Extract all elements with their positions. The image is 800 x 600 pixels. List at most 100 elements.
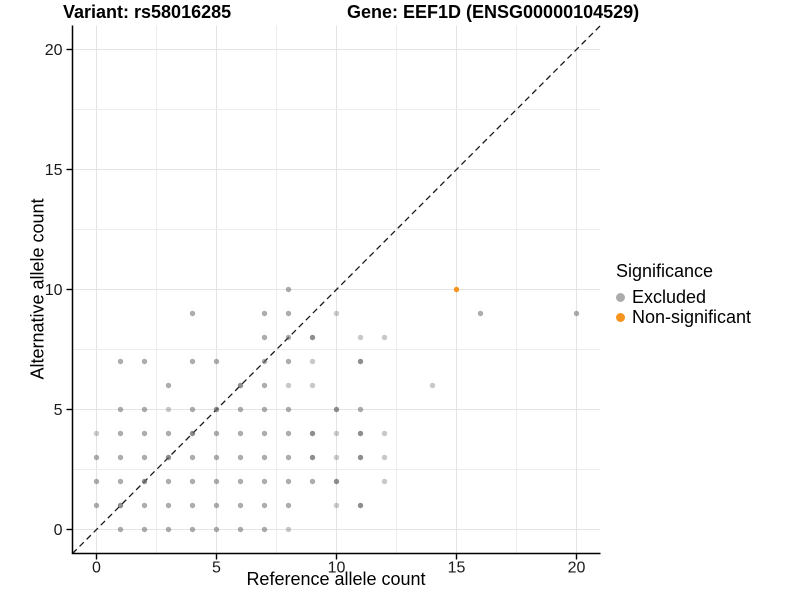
data-point-excluded — [117, 502, 124, 509]
data-point-excluded — [285, 286, 292, 293]
data-point-excluded — [93, 502, 100, 509]
data-point-excluded — [261, 310, 268, 317]
x-axis-title: Reference allele count — [246, 569, 426, 589]
data-point-excluded — [117, 430, 124, 437]
data-point-excluded — [93, 430, 100, 437]
data-point-excluded — [213, 502, 220, 509]
data-point-excluded — [189, 430, 196, 437]
data-point-excluded — [141, 526, 148, 533]
data-point-excluded — [189, 478, 196, 485]
data-point-excluded — [237, 502, 244, 509]
data-point-excluded — [117, 358, 124, 365]
legend-item-non-significant: Non-significant — [616, 307, 751, 327]
x-tick-label: 0 — [92, 560, 101, 577]
data-point-excluded — [141, 406, 148, 413]
identity-line — [72, 25, 601, 554]
data-point-excluded — [357, 502, 364, 509]
data-point-excluded — [261, 478, 268, 485]
data-point-excluded — [189, 358, 196, 365]
data-point-excluded — [261, 382, 268, 389]
data-point-excluded — [189, 310, 196, 317]
data-point-excluded — [381, 430, 388, 437]
data-point-excluded — [261, 454, 268, 461]
data-point-excluded — [189, 406, 196, 413]
data-point-excluded — [237, 382, 244, 389]
gene-title: Gene: EEF1D (ENSG00000104529) — [347, 2, 640, 22]
data-point-excluded — [357, 406, 364, 413]
data-point-non-significant — [453, 286, 460, 293]
data-point-excluded — [165, 454, 172, 461]
data-point-excluded — [189, 454, 196, 461]
data-point-excluded — [333, 310, 340, 317]
data-point-excluded — [261, 334, 268, 341]
data-point-excluded — [285, 526, 292, 533]
data-point-excluded — [285, 406, 292, 413]
data-point-excluded — [165, 406, 172, 413]
data-point-excluded — [381, 334, 388, 341]
data-point-excluded — [333, 406, 340, 413]
data-point-excluded — [477, 310, 484, 317]
data-point-excluded — [165, 478, 172, 485]
data-point-excluded — [429, 382, 436, 389]
legend: Significance Excluded Non-significant — [616, 261, 751, 327]
data-point-excluded — [333, 502, 340, 509]
data-point-excluded — [141, 358, 148, 365]
data-point-excluded — [309, 430, 316, 437]
variant-title: Variant: rs58016285 — [63, 2, 232, 22]
data-point-excluded — [189, 502, 196, 509]
data-point-excluded — [309, 478, 316, 485]
data-point-excluded — [357, 358, 364, 365]
data-point-excluded — [141, 478, 148, 485]
data-point-excluded — [117, 526, 124, 533]
data-point-excluded — [213, 478, 220, 485]
data-point-excluded — [213, 430, 220, 437]
data-point-excluded — [333, 430, 340, 437]
data-point-excluded — [357, 430, 364, 437]
data-point-excluded — [261, 358, 268, 365]
data-point-excluded — [285, 310, 292, 317]
legend-item-label: Excluded — [632, 286, 707, 307]
data-point-excluded — [573, 310, 580, 317]
y-tick-label: 5 — [54, 402, 63, 419]
data-point-excluded — [333, 454, 340, 461]
data-point-excluded — [285, 358, 292, 365]
y-axis-title: Alternative allele count — [27, 198, 48, 380]
y-tick-label: 0 — [54, 522, 63, 539]
y-tick-label: 20 — [45, 42, 63, 59]
data-point-excluded — [165, 526, 172, 533]
legend-title: Significance — [616, 261, 714, 281]
data-point-excluded — [237, 454, 244, 461]
data-point-excluded — [165, 502, 172, 509]
data-point-excluded — [141, 502, 148, 509]
data-point-excluded — [117, 454, 124, 461]
data-point-excluded — [285, 478, 292, 485]
data-point-excluded — [213, 406, 220, 413]
data-point-excluded — [237, 406, 244, 413]
data-point-excluded — [93, 454, 100, 461]
data-point-excluded — [285, 334, 292, 341]
data-point-excluded — [213, 358, 220, 365]
data-point-excluded — [285, 502, 292, 509]
data-point-excluded — [309, 334, 316, 341]
data-point-excluded — [237, 478, 244, 485]
data-point-excluded — [117, 478, 124, 485]
data-point-excluded — [309, 454, 316, 461]
data-point-excluded — [165, 382, 172, 389]
y-tick-label: 15 — [45, 162, 63, 179]
data-point-excluded — [357, 334, 364, 341]
data-point-excluded — [261, 406, 268, 413]
data-point-excluded — [213, 454, 220, 461]
legend-item-label: Non-significant — [632, 306, 752, 327]
data-point-excluded — [309, 382, 316, 389]
data-point-excluded — [357, 454, 364, 461]
x-tick-label: 15 — [448, 560, 466, 577]
y-tick-label: 10 — [45, 282, 63, 299]
data-point-excluded — [141, 454, 148, 461]
data-point-excluded — [285, 430, 292, 437]
data-point-excluded — [381, 454, 388, 461]
data-point-excluded — [93, 478, 100, 485]
x-tick-label: 20 — [568, 560, 586, 577]
data-point-excluded — [261, 430, 268, 437]
